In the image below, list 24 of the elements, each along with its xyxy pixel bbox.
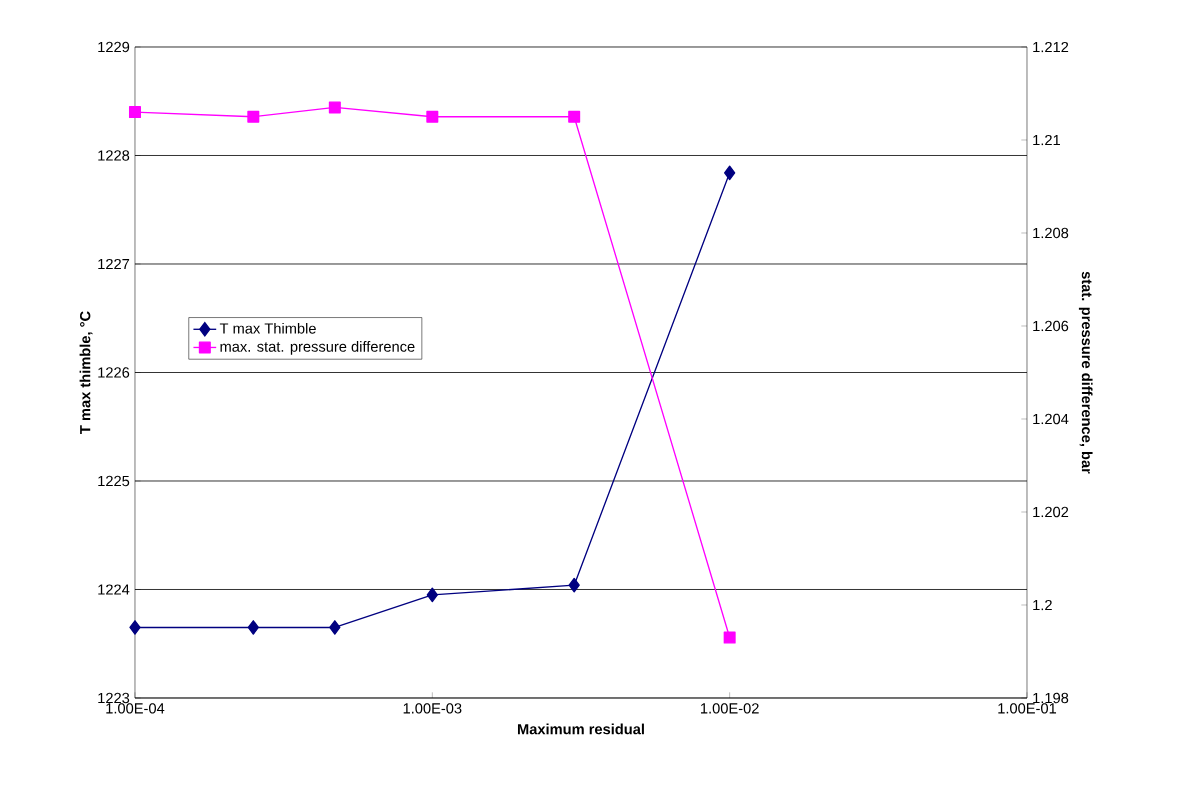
y-tick-label: 1223 xyxy=(98,692,130,704)
legend-label: T max Thimble xyxy=(219,322,316,334)
y-tick-label: 1226 xyxy=(98,367,130,378)
y-tick-label: 1225 xyxy=(98,475,130,487)
x-tick-label: 1.00E-01 xyxy=(998,703,1057,714)
x-tick-label: 1.00E-02 xyxy=(701,703,759,714)
legend-label: max. stat. pressure difference xyxy=(220,341,415,355)
y2-axis-title: stat. pressure difference, bar xyxy=(1078,271,1093,474)
y-tick-label: 1224 xyxy=(98,584,130,595)
y-axis-title: T max thimble, °C xyxy=(79,311,93,434)
x-tick-label: 1.00E-03 xyxy=(403,703,462,714)
y-tick-label: 1228 xyxy=(98,150,130,161)
y2-tick-label: 1.198 xyxy=(1033,692,1069,704)
y2-tick-label: 1.212 xyxy=(1033,41,1069,53)
y2-tick-label: 1.21 xyxy=(1033,134,1060,146)
x-tick-label: 1.00E-04 xyxy=(106,703,165,714)
y-tick-label: 1227 xyxy=(98,258,130,270)
y2-tick-label: 1.204 xyxy=(1033,413,1069,425)
x-axis-title: Maximum residual xyxy=(517,723,644,735)
y2-tick-label: 1.202 xyxy=(1033,506,1069,518)
y2-tick-label: 1.206 xyxy=(1033,320,1069,332)
y-tick-label: 1229 xyxy=(98,41,130,53)
y2-tick-label: 1.2 xyxy=(1033,599,1052,611)
y2-tick-label: 1.208 xyxy=(1033,227,1069,239)
